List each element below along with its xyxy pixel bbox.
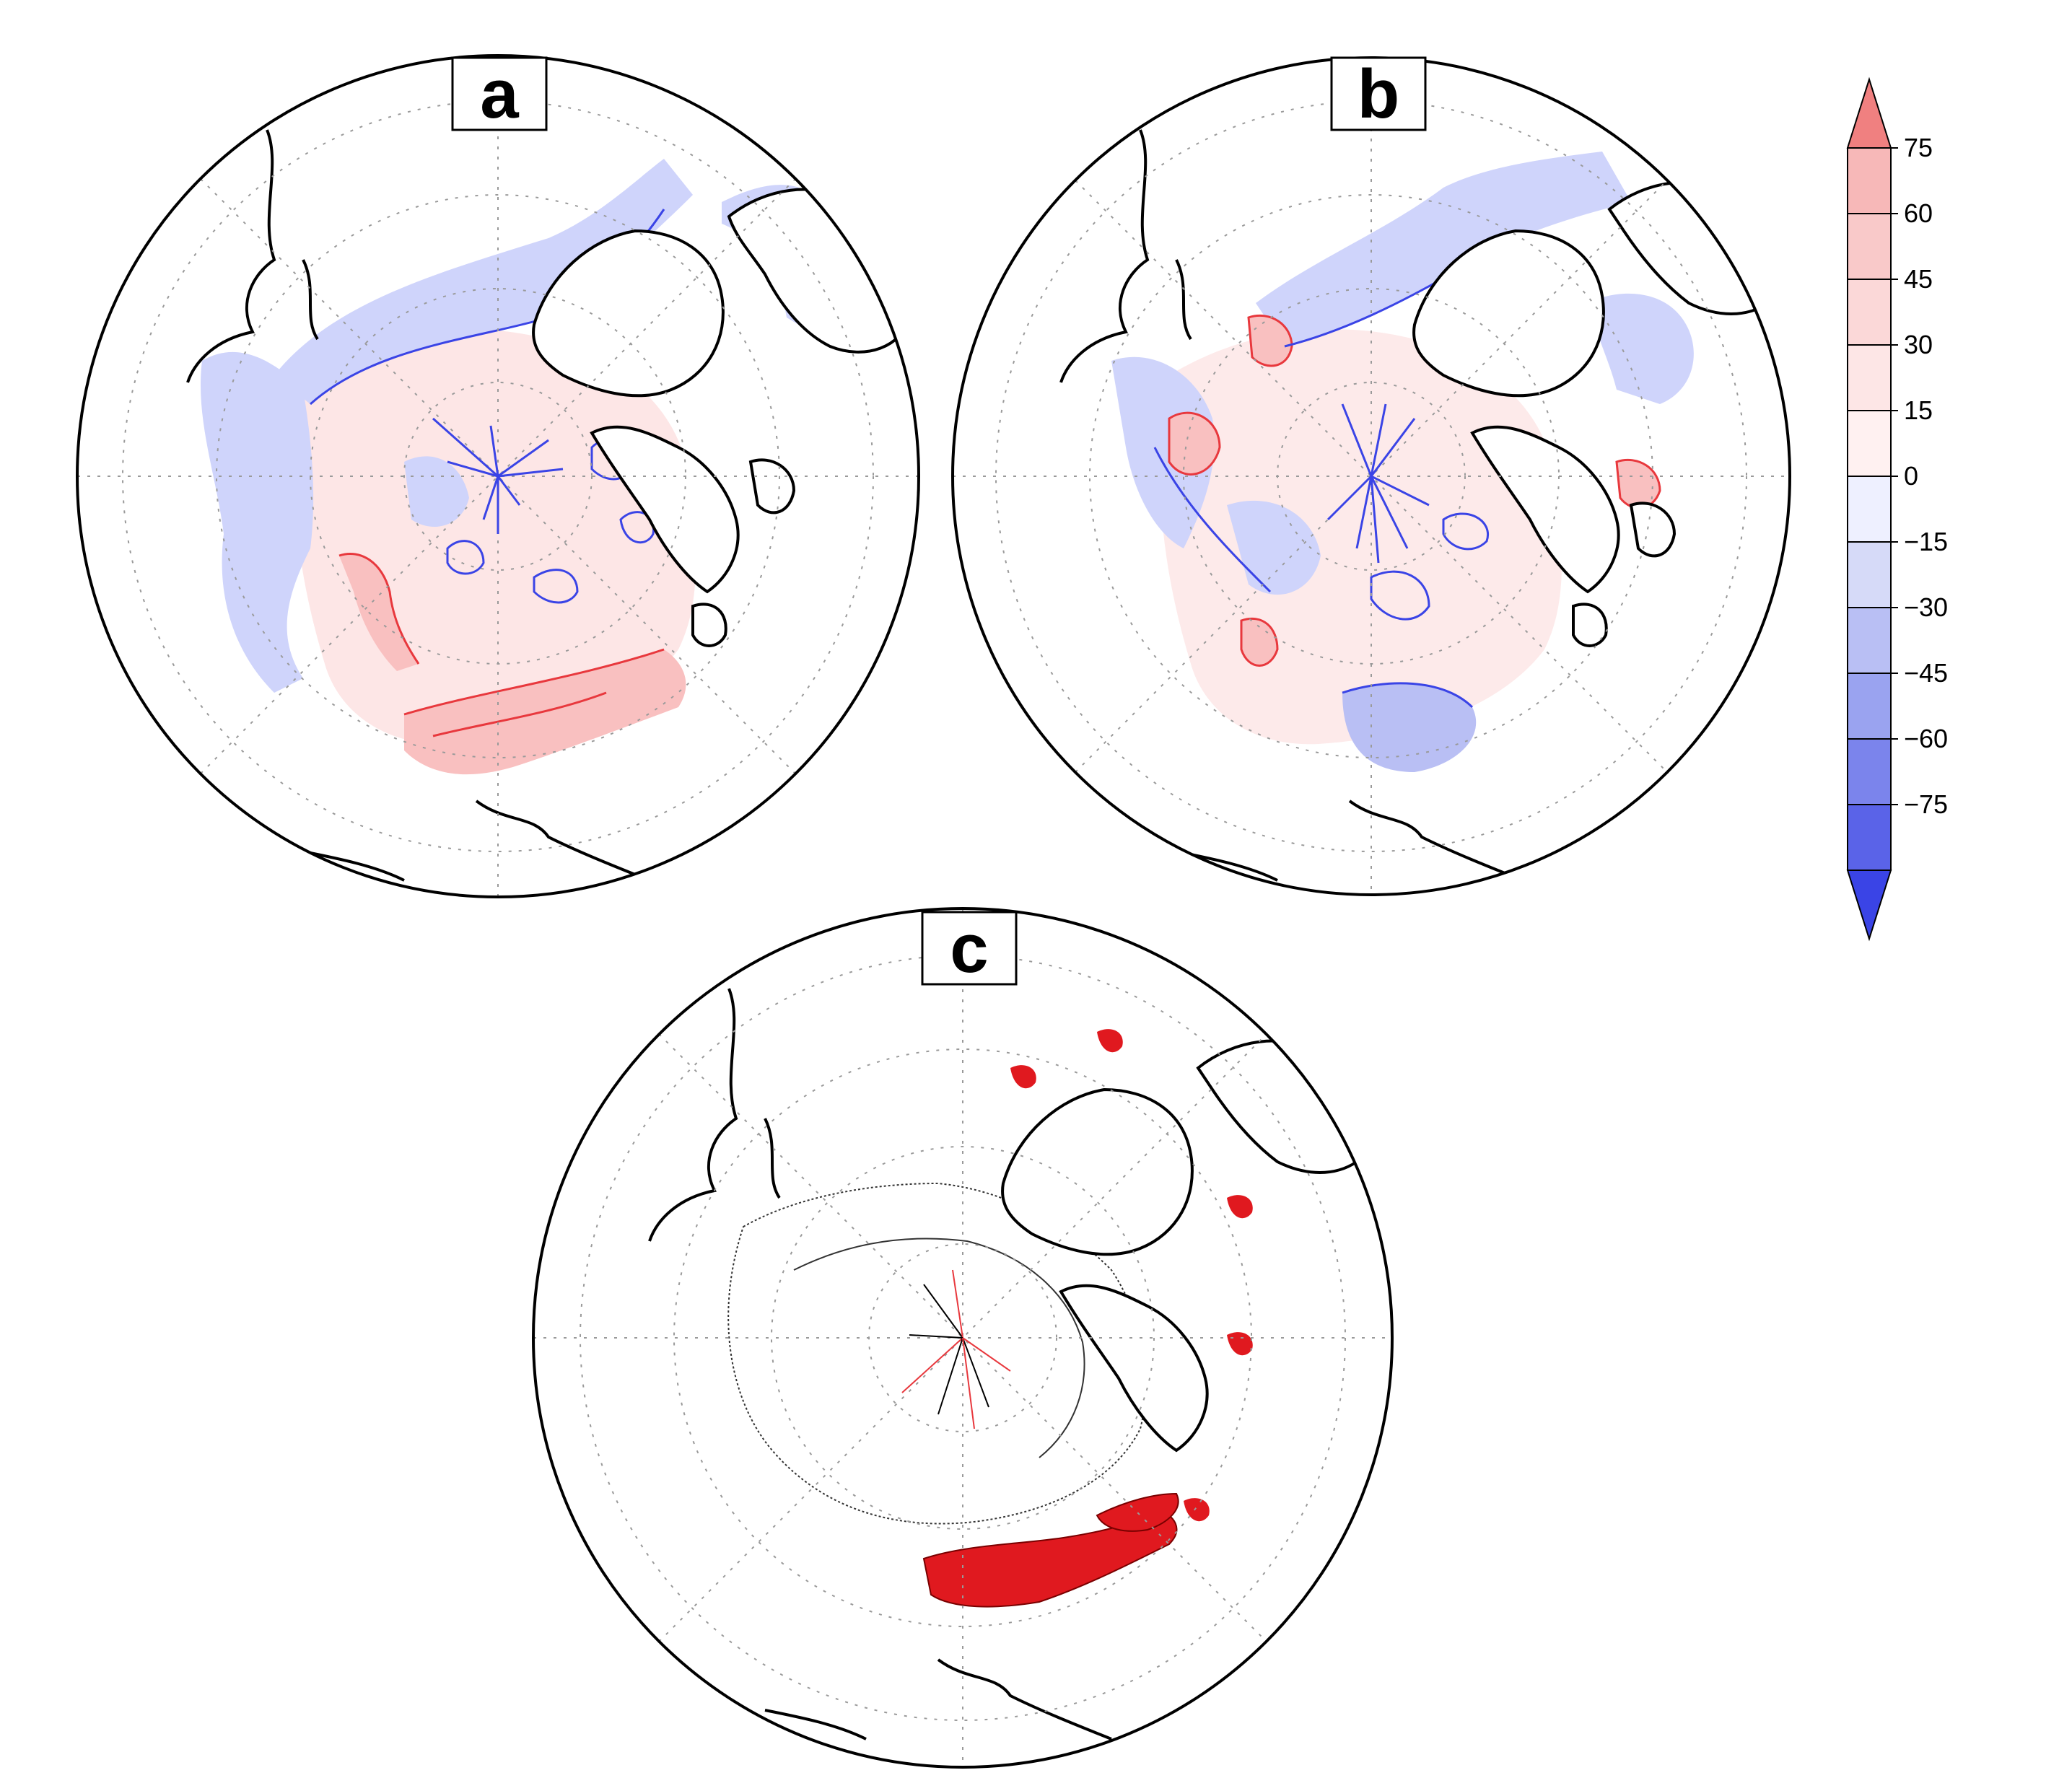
panel-a-border <box>76 54 920 898</box>
panel-c-land-archipelago <box>1059 1284 1209 1453</box>
panel-c-significant-region-1 <box>922 1507 1178 1608</box>
panel-b-negative-region-1 <box>1256 152 1631 346</box>
colorbar-tick-label: 45 <box>1904 264 1933 294</box>
colorbar-tick-label: 0 <box>1904 461 1918 491</box>
colorbar-segment <box>1847 804 1892 871</box>
panel-c-land-coast-left <box>648 988 781 1242</box>
colorbar-segment <box>1847 344 1892 411</box>
panel-c-significant-region-3 <box>1184 1498 1210 1522</box>
colorbar-segment <box>1847 410 1892 477</box>
panel-a-label-box: a <box>451 56 548 133</box>
panel-b-map: b <box>951 56 1791 896</box>
panel-c-border <box>532 907 1394 1769</box>
panel-c-map: c <box>532 907 1394 1769</box>
panel-c-significant-region-2 <box>1096 1492 1179 1532</box>
colorbar-tick-label: 30 <box>1904 330 1933 359</box>
panel-a-land-coast-left <box>186 129 319 383</box>
panel-b-land-coast-left <box>1059 129 1192 383</box>
panel-b-positive-patch-2 <box>1168 411 1221 476</box>
panel-a-pole-spikes <box>432 417 564 534</box>
panel-c-label-box: c <box>921 910 1018 987</box>
panel-b-land-archipelago <box>1470 425 1677 647</box>
panel-c-graticule <box>533 908 1392 1767</box>
panel-c-contour-grey-2 <box>793 1238 1085 1458</box>
panel-a-label: a <box>480 56 519 133</box>
colorbar-segment <box>1847 279 1892 346</box>
colorbar-segment <box>1847 673 1892 740</box>
colorbar-tick-label: −45 <box>1904 658 1948 688</box>
panel-c-contour-grey <box>727 1182 1147 1525</box>
panel-b-label-box: b <box>1330 56 1427 133</box>
panel-b-land-greenland <box>1412 229 1605 398</box>
colorbar-segment <box>1847 147 1892 214</box>
panel-c-label: c <box>950 910 988 987</box>
panel-b-contour-negative <box>1153 273 1490 709</box>
colorbar-segment <box>1847 213 1892 280</box>
panel-c-land-greenland <box>1001 1087 1194 1256</box>
panel-a-negative-region-4 <box>404 456 469 527</box>
colorbar-segment <box>1847 541 1892 608</box>
colorbar-tick-label: 75 <box>1904 133 1933 162</box>
colorbar-segment <box>1847 738 1892 805</box>
colorbar-tick-label: 60 <box>1904 198 1933 228</box>
panel-a-negative-region-2 <box>200 351 314 693</box>
panel-a-map: a <box>76 54 920 898</box>
panel-b-label: b <box>1358 56 1400 133</box>
panel-b-positive-patch-3 <box>1240 617 1279 667</box>
panel-a-contour-positive <box>338 552 665 737</box>
panel-c-land-coast-bottom <box>764 1658 1112 1740</box>
colorbar-tick-label: 15 <box>1904 395 1933 425</box>
colorbar-arrow-bottom <box>1846 870 1892 942</box>
panel-a-land-archipelago <box>590 425 796 647</box>
panel-b-negative-region-2 <box>1588 293 1694 404</box>
colorbar-tick-label: −75 <box>1904 789 1948 819</box>
panel-b-negative-region-3 <box>1342 683 1477 772</box>
colorbar-arrow-top <box>1846 76 1892 149</box>
panel-b-positive-patch-1 <box>1247 314 1293 367</box>
colorbar-segment <box>1847 607 1892 674</box>
panel-a-negative-region-1 <box>274 159 693 404</box>
panel-c-pole-spikes <box>901 1269 1011 1429</box>
panel-a-land-greenland <box>532 229 725 398</box>
colorbar-segment <box>1847 476 1892 543</box>
colorbar-tick-label: −30 <box>1904 592 1948 622</box>
colorbar-tick-label: −15 <box>1904 527 1948 556</box>
colorbar-tick-label: −60 <box>1904 724 1948 753</box>
panel-b-pole-spikes <box>1326 403 1430 564</box>
colorbar: 75 60 45 30 15 0 −15 −30 −45 −60 −75 <box>1846 76 1948 942</box>
panel-b-positive-patch-4 <box>1615 458 1661 509</box>
panel-a-positive-band-2 <box>339 553 419 671</box>
